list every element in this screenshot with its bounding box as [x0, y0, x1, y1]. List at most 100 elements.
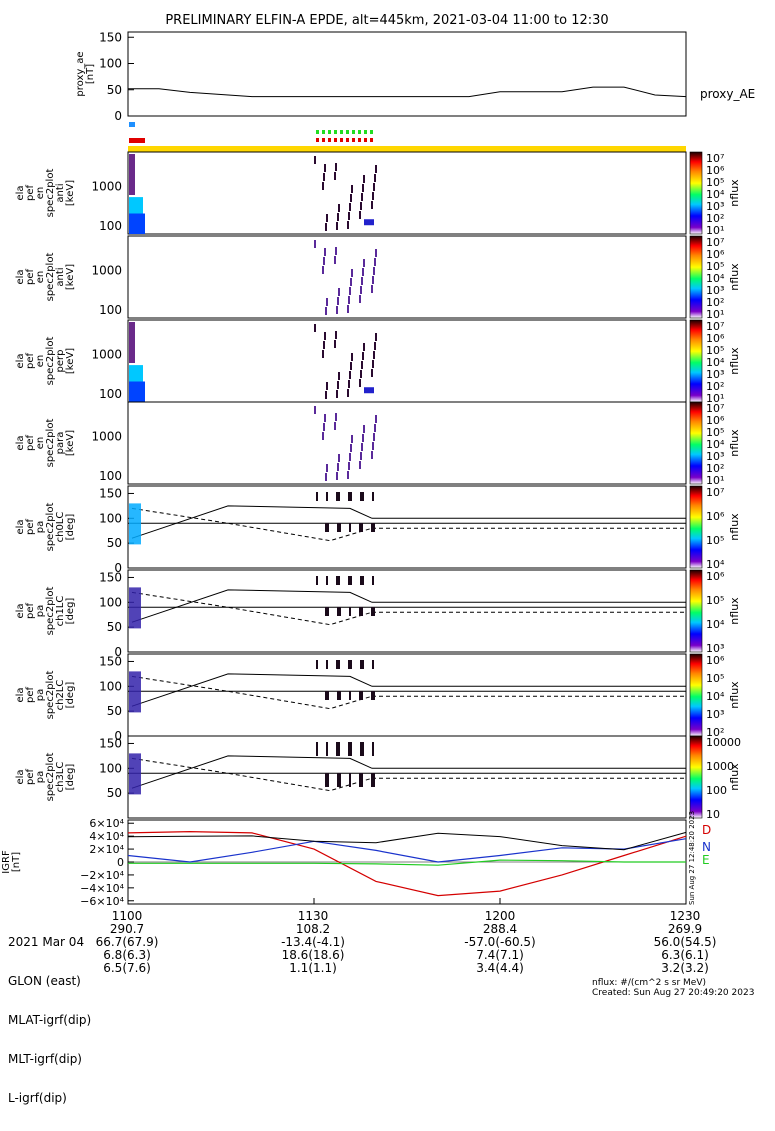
igrf-label-D: D — [702, 823, 711, 837]
spec-pixel — [334, 340, 336, 348]
pa-pixel — [373, 607, 375, 616]
pa-tick-label: 100 — [99, 511, 122, 525]
colorbar-tick-label: 10⁶ — [706, 414, 725, 427]
pa-pixel — [359, 773, 361, 787]
pa-pixel — [327, 607, 329, 616]
pa-pixel — [371, 691, 373, 700]
pa-tick-label: 50 — [107, 620, 122, 634]
pa-pixel — [350, 660, 352, 669]
spec-ylabel-line: anti — [55, 183, 66, 202]
igrf-ylabel-line: [nT] — [11, 852, 22, 872]
pa-pixel — [336, 742, 338, 756]
igrf-tick-label: 0 — [117, 856, 124, 869]
pa-pixel — [372, 576, 374, 585]
flag-green-dot — [358, 130, 361, 134]
spec-ylabel-line: pef — [25, 435, 36, 452]
footer-row-mlat: MLAT-igrf(dip) — [8, 1013, 92, 1027]
spec-streak — [129, 322, 135, 363]
pa-tick-label: 100 — [99, 679, 122, 693]
pa-tick-label: 50 — [107, 536, 122, 550]
pa-pixel — [337, 773, 339, 787]
spec-pixel — [372, 192, 374, 200]
pa-pixel — [349, 523, 351, 532]
pa-ylabel-line: pef — [25, 769, 36, 786]
pa-losscone-solid — [131, 673, 373, 707]
spec-pixel — [324, 332, 326, 340]
spec-pixel — [372, 360, 374, 368]
pa-pixel — [373, 523, 375, 532]
igrf-tick-label: 4×10⁴ — [89, 830, 124, 843]
pa-ylabel-line: ch2LC — [55, 680, 66, 711]
spec-pixel — [364, 387, 374, 394]
spec-pixel — [348, 380, 350, 388]
spec-ylabel-line: spec2plot — [45, 337, 56, 386]
pa-pixel — [339, 607, 341, 616]
pa-pixel — [359, 523, 361, 532]
spec-pixel — [322, 432, 324, 440]
colorbar-label: nflux — [728, 597, 741, 625]
pa-panel-frame — [127, 653, 687, 737]
colorbar-tick-label: 10⁶ — [706, 570, 725, 583]
colorbar-label: nflux — [728, 763, 741, 791]
pa-ylabel-line: [deg] — [65, 682, 76, 709]
colorbar-label: nflux — [728, 347, 741, 375]
igrf-side-text: Sun Aug 27 12:48:20 2023 — [688, 811, 696, 905]
flag-green-dot — [370, 130, 373, 134]
pa-ylabel-line: pef — [25, 603, 36, 620]
colorbar — [689, 151, 703, 235]
pa-tick-label: 0 — [114, 561, 122, 575]
pa-pixel — [360, 742, 362, 756]
pa-pixel — [338, 576, 340, 585]
colorbar-tick-label: 10² — [706, 296, 724, 309]
pa-pixel — [337, 607, 339, 616]
footer-row-glon: GLON (east) — [8, 974, 81, 988]
footer-row-mlt: MLT-igrf(dip) — [8, 1052, 82, 1066]
spec-panel-frame — [127, 401, 687, 485]
footer-cell: 6.3(6.1) — [661, 948, 709, 962]
ae-ylabel-line: proxy_ae — [75, 51, 86, 96]
pa-pixel — [348, 742, 350, 756]
pa-losscone-solid — [131, 505, 373, 539]
spec-pixel — [363, 343, 365, 351]
spec-pixel — [359, 295, 361, 303]
ae-series-line — [128, 86, 687, 98]
pa-pixel — [360, 576, 362, 585]
footer-cell: 108.2 — [295, 922, 331, 936]
footer-cell: 3.4(4.4) — [476, 961, 524, 975]
pa-pixel — [362, 742, 364, 756]
spec-pixel — [336, 306, 338, 314]
spec-pixel — [373, 183, 375, 191]
colorbar-tick-label: 10⁴ — [706, 438, 725, 451]
footer-cell: -13.4(-4.1) — [281, 935, 345, 949]
colorbar-tick-label: 10⁷ — [706, 236, 724, 249]
pa-pixel — [372, 492, 374, 501]
colorbar-tick-label: 10⁵ — [706, 260, 724, 273]
colorbar-tick-label: 10³ — [706, 450, 724, 463]
footer-col-1200: 1200 288.4 -57.0(-60.5) 7.4(7.1) 3.4(4.4… — [452, 910, 548, 975]
flag-red — [129, 138, 145, 143]
pa-ylabel-line: ela — [15, 603, 26, 618]
pa-pixel — [361, 773, 363, 787]
pa-losscone-solid — [131, 589, 373, 623]
spec-pixel — [325, 391, 327, 399]
footer-cell: 6.5(7.6) — [103, 961, 151, 975]
pa-panel-frame — [127, 485, 687, 569]
flag-red-dot — [340, 138, 343, 142]
pa-ylabel-line: pef — [25, 687, 36, 704]
pa-pixel — [348, 660, 350, 669]
footer-cell: 18.6(18.6) — [281, 948, 345, 962]
pa-pixel — [349, 607, 351, 616]
pa-pixel — [325, 773, 327, 787]
pa-tick-label: 150 — [99, 654, 122, 668]
colorbar-tick-label: 10⁴ — [706, 558, 725, 571]
footer-row-l: L-igrf(dip) — [8, 1091, 67, 1105]
footer-col-1130: 1130 108.2 -13.4(-4.1) 18.6(18.6) 1.1(1.… — [268, 910, 358, 975]
spec-pixel — [362, 352, 364, 360]
pa-pixel — [338, 492, 340, 501]
flag-green-dot — [346, 130, 349, 134]
footer-row-date: 2021 Mar 04 — [8, 935, 85, 949]
colorbar-tick-label: 10⁵ — [706, 594, 724, 607]
spec-pixel — [350, 278, 352, 286]
pa-pixel — [348, 576, 350, 585]
spec-pixel — [361, 361, 363, 369]
